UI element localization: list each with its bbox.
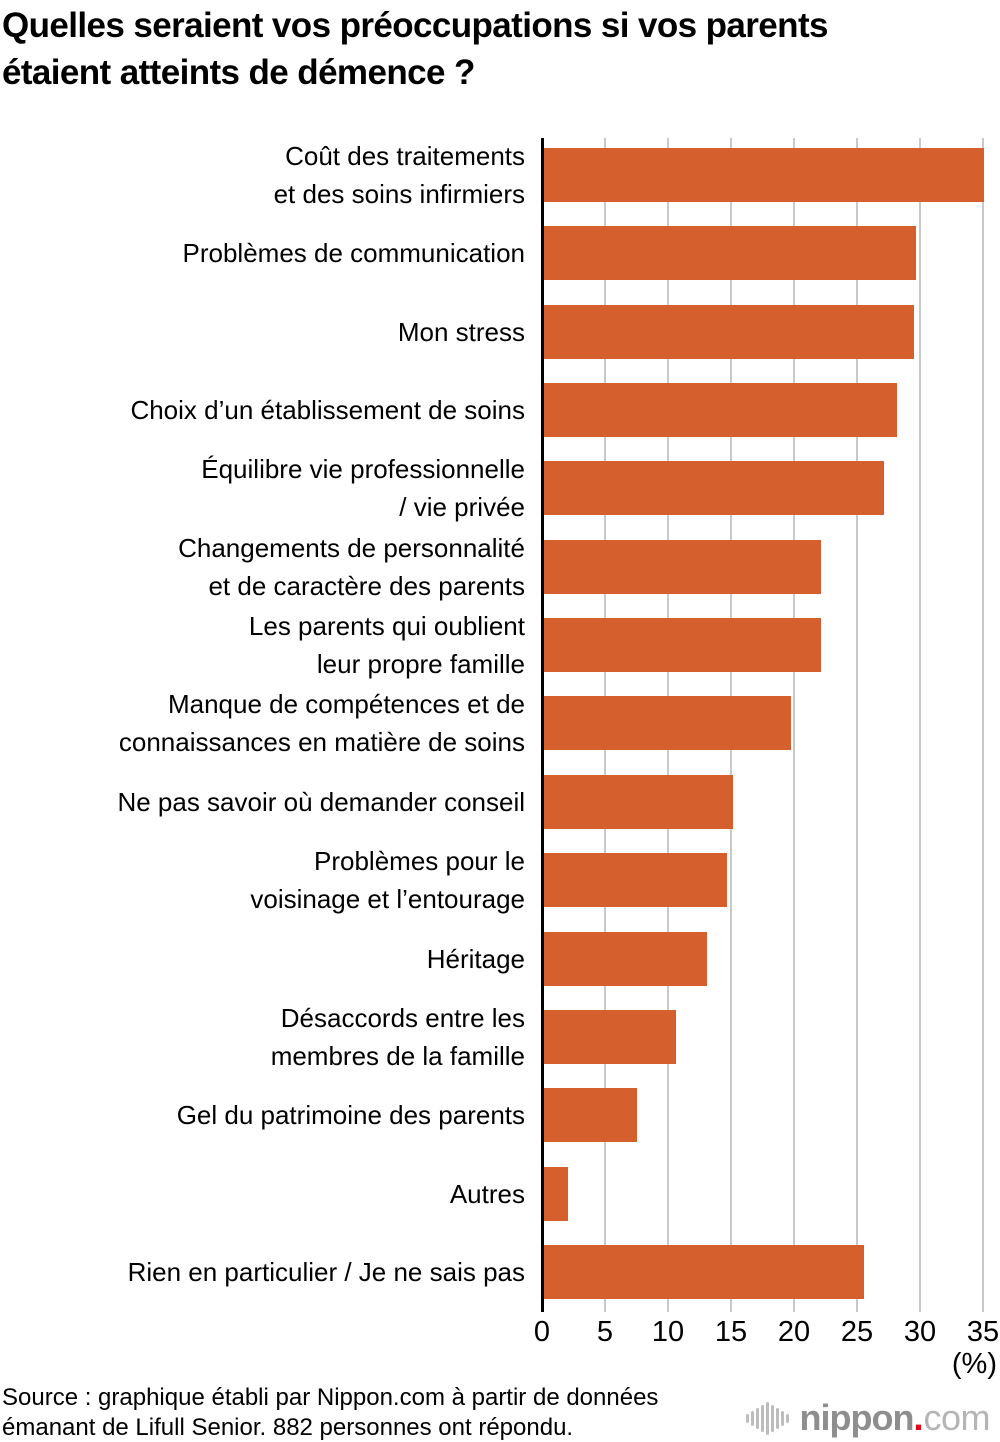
category-label: Autres xyxy=(449,1179,525,1209)
bar-row: Rien en particulier / Je ne sais pas xyxy=(0,1245,1000,1299)
bar xyxy=(544,383,897,437)
bar-row: Ne pas savoir où demander conseil xyxy=(0,775,1000,829)
gridline xyxy=(919,138,921,1312)
bar xyxy=(544,226,916,280)
logo-tld-text: com xyxy=(923,1397,990,1438)
y-axis-line xyxy=(541,138,544,1312)
bar-row: Choix d’un établissement de soins xyxy=(0,383,1000,437)
chart-title: Quelles seraient vos préoccupations si v… xyxy=(2,6,828,92)
x-tick-label: 0 xyxy=(533,1316,551,1348)
bar-row: Désaccords entre les membres de la famil… xyxy=(0,1003,1000,1071)
bar-row: Problèmes de communication xyxy=(0,226,1000,280)
x-axis-unit-label: (%) xyxy=(951,1348,997,1380)
x-tick-label: 20 xyxy=(777,1316,811,1348)
bar xyxy=(544,1088,637,1142)
x-tick-label: 10 xyxy=(651,1316,685,1348)
bar-row: Problèmes pour le voisinage et l’entoura… xyxy=(0,846,1000,914)
x-tick-label: 30 xyxy=(903,1316,937,1348)
category-label: Coût des traitements et des soins infirm… xyxy=(273,141,525,209)
bar-row: Équilibre vie professionnelle / vie priv… xyxy=(0,454,1000,522)
x-tick-label: 35 xyxy=(966,1316,1000,1348)
gridline xyxy=(856,138,858,1312)
bar xyxy=(544,932,707,986)
x-tick-label: 5 xyxy=(596,1316,614,1348)
bar xyxy=(544,696,791,750)
bar xyxy=(544,1167,568,1221)
bar xyxy=(544,540,821,594)
category-label: Manque de compétences et de connaissance… xyxy=(118,689,525,757)
nippon-logo: nippon . com xyxy=(745,1397,990,1438)
logo-brand-text: nippon xyxy=(799,1397,915,1438)
category-label: Choix d’un établissement de soins xyxy=(130,395,525,425)
category-label: Changements de personnalité et de caract… xyxy=(178,533,525,601)
bar-row: Autres xyxy=(0,1167,1000,1221)
bar xyxy=(544,305,914,359)
gridline xyxy=(982,138,984,1312)
category-label: Gel du patrimoine des parents xyxy=(176,1100,525,1130)
source-note: Source : graphique établi par Nippon.com… xyxy=(2,1384,659,1441)
bar xyxy=(544,853,727,907)
category-label: Rien en particulier / Je ne sais pas xyxy=(127,1257,525,1287)
category-label: Les parents qui oublient leur propre fam… xyxy=(248,611,525,679)
category-label: Désaccords entre les membres de la famil… xyxy=(270,1003,525,1071)
bar-row: Les parents qui oublient leur propre fam… xyxy=(0,611,1000,679)
bar xyxy=(544,775,733,829)
bar-row: Coût des traitements et des soins infirm… xyxy=(0,141,1000,209)
category-label: Problèmes pour le voisinage et l’entoura… xyxy=(250,846,525,914)
bar xyxy=(544,1245,864,1299)
x-tick-label: 25 xyxy=(840,1316,874,1348)
bar-row: Changements de personnalité et de caract… xyxy=(0,533,1000,601)
bar xyxy=(544,148,984,202)
category-label: Héritage xyxy=(426,944,525,974)
bar-row: Manque de compétences et de connaissance… xyxy=(0,689,1000,757)
bar xyxy=(544,1010,676,1064)
bar xyxy=(544,618,821,672)
category-label: Problèmes de communication xyxy=(182,238,526,268)
soundwave-icon xyxy=(745,1401,791,1435)
bar xyxy=(544,461,884,515)
x-tick-label: 15 xyxy=(714,1316,748,1348)
bar-row: Héritage xyxy=(0,932,1000,986)
bar-row: Gel du patrimoine des parents xyxy=(0,1088,1000,1142)
logo-dot: . xyxy=(913,1397,924,1438)
bar-row: Mon stress xyxy=(0,305,1000,359)
category-label: Ne pas savoir où demander conseil xyxy=(117,787,525,817)
gridline xyxy=(793,138,795,1312)
category-label: Équilibre vie professionnelle / vie priv… xyxy=(201,454,525,522)
category-label: Mon stress xyxy=(397,317,525,347)
